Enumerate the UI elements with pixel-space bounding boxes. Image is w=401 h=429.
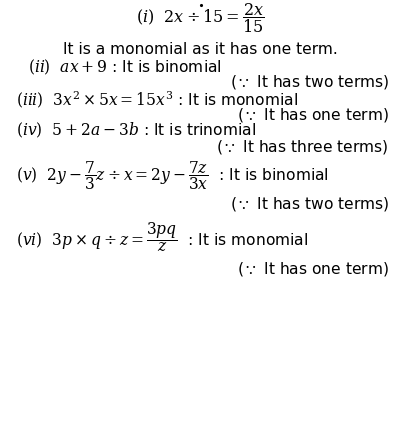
Text: ($\because$ It has one term): ($\because$ It has one term) [237,106,389,124]
Text: ($\because$ It has two terms): ($\because$ It has two terms) [229,73,389,91]
Text: ($\because$ It has two terms): ($\because$ It has two terms) [229,195,389,213]
Text: $(iv)$  $5 + 2a - 3b$ : It is trinomial: $(iv)$ $5 + 2a - 3b$ : It is trinomial [16,121,256,140]
Text: $(v)$  $2y - \dfrac{7}{3}z \div x = 2y - \dfrac{7z}{3x}$  : It is binomial: $(v)$ $2y - \dfrac{7}{3}z \div x = 2y - … [16,160,329,192]
Text: $(ii)$  $ax + 9$ : It is binomial: $(ii)$ $ax + 9$ : It is binomial [28,57,222,76]
Text: ($\because$ It has one term): ($\because$ It has one term) [237,260,389,278]
Text: $(iii)$  $3x^2 \times 5x = 15x^3$ : It is monomial: $(iii)$ $3x^2 \times 5x = 15x^3$ : It is… [16,89,298,109]
Text: ($\because$ It has three terms): ($\because$ It has three terms) [217,138,389,156]
Text: $(vi)$  $3p \times q \div z = \dfrac{3pq}{z}$  : It is monomial: $(vi)$ $3p \times q \div z = \dfrac{3pq}… [16,220,308,254]
Text: $(i)$  $2x \div 15 = \dfrac{2x}{15}$: $(i)$ $2x \div 15 = \dfrac{2x}{15}$ [136,1,265,35]
Text: It is a monomial as it has one term.: It is a monomial as it has one term. [63,42,338,57]
